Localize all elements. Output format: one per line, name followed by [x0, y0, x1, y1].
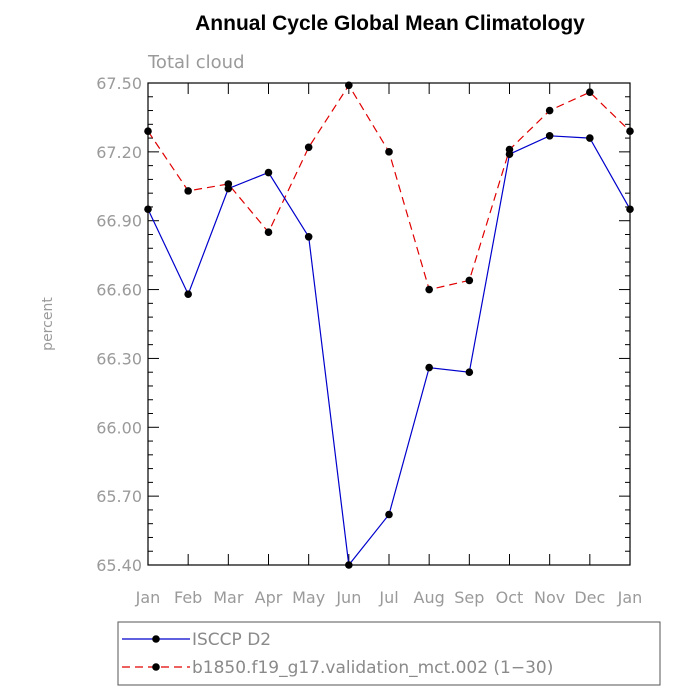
- series-2-point: [425, 285, 433, 294]
- y-tick-label: 67.50: [96, 74, 142, 93]
- series-1-point: [425, 363, 433, 372]
- series-2-point: [264, 228, 273, 236]
- series-2-point: [545, 106, 554, 115]
- series-1-point: [224, 184, 233, 193]
- y-tick-label: 66.30: [96, 349, 142, 368]
- chart-title: Annual Cycle Global Mean Climatology: [195, 12, 585, 35]
- legend-marker-1: [152, 635, 160, 643]
- series-2-point: [465, 276, 474, 285]
- x-tick-label: Oct: [496, 588, 524, 607]
- series-2-point: [304, 143, 313, 152]
- y-tick-label: 67.20: [96, 143, 142, 162]
- x-tick-label: Jun: [335, 588, 361, 607]
- x-tick-label: Jan: [617, 588, 643, 607]
- x-tick-label: Nov: [534, 588, 565, 607]
- series-2-point: [144, 127, 152, 135]
- series-1-point: [586, 134, 594, 142]
- series-1-point: [505, 150, 514, 158]
- series-1-point: [385, 510, 393, 519]
- x-tick-label: Sep: [454, 588, 484, 607]
- series-1-point: [144, 205, 152, 214]
- chart-subtitle: Total cloud: [147, 52, 245, 73]
- y-tick-label: 66.00: [96, 418, 142, 437]
- x-tick-labels: Jan Feb Mar Apr May Jun Jul Aug Sep Oct Nov Dec Jan: [135, 588, 643, 607]
- legend-label-2: b1850.f19_g17.validation_mct.002 (1−30): [192, 658, 553, 678]
- series-1-point: [545, 131, 554, 140]
- series-2-point: [586, 88, 594, 96]
- series-line-1: [147, 135, 631, 567]
- series-2-point: [345, 81, 353, 90]
- y-tick-label: 65.40: [96, 556, 142, 575]
- x-tick-label: Jul: [378, 588, 398, 607]
- series-2-point: [626, 127, 634, 135]
- series-1-point: [345, 561, 353, 569]
- y-tick-label: 65.70: [96, 487, 142, 506]
- series-2-point: [385, 148, 393, 156]
- series-1-point: [626, 205, 634, 214]
- x-tick-label: Mar: [213, 588, 244, 607]
- series-1-point: [184, 290, 192, 298]
- y-tick-labels: 65.40 65.70 66.00 66.30 66.60 66.90 67.20 67.50: [96, 74, 142, 575]
- series-line-2: [147, 84, 631, 291]
- x-tick-label: Apr: [255, 588, 283, 607]
- series-group: [144, 81, 634, 569]
- y-tick-label: 66.60: [96, 281, 142, 300]
- legend-box: [117, 621, 661, 686]
- legend-marker-2: [152, 663, 160, 671]
- legend-label-1: ISCCP D2: [192, 630, 271, 650]
- series-1-point: [304, 232, 313, 241]
- x-tick-label: May: [292, 588, 325, 607]
- x-tick-label: Jan: [135, 588, 161, 607]
- x-tick-label: Aug: [414, 588, 445, 607]
- x-tick-label: Feb: [174, 588, 202, 607]
- y-axis-label: percent: [40, 297, 56, 351]
- series-1-point: [465, 368, 474, 377]
- x-tick-label: Dec: [574, 588, 605, 607]
- series-2-point: [184, 187, 192, 195]
- series-1-point: [264, 168, 273, 177]
- legend: ISCCP D2 b1850.f19_g17.validation_mct.002…: [117, 621, 661, 686]
- y-tick-label: 66.90: [96, 212, 142, 231]
